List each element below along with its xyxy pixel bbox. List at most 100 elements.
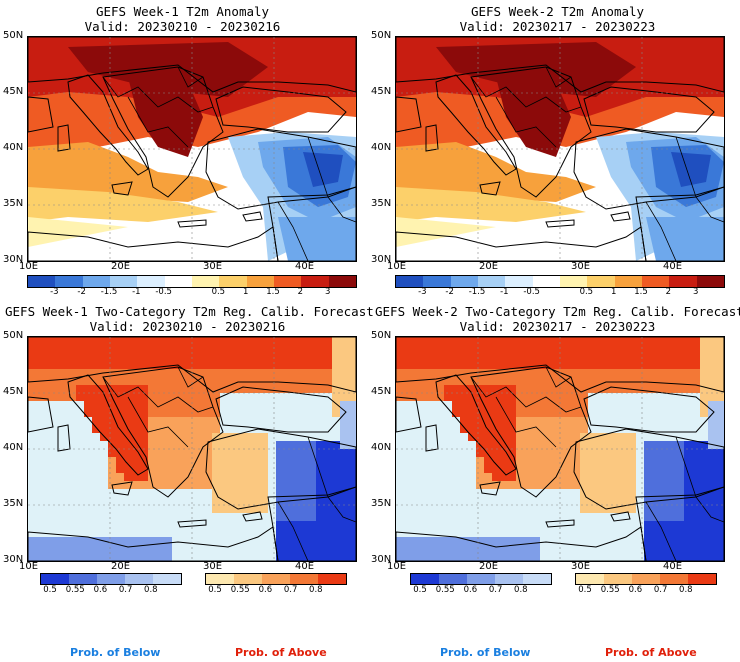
prob-cell bbox=[276, 465, 284, 473]
coastline-cyprus bbox=[242, 211, 263, 222]
prob-cell bbox=[548, 345, 556, 353]
prob-cell bbox=[276, 497, 284, 505]
prob-cell bbox=[172, 441, 180, 449]
prob-cell bbox=[556, 401, 564, 409]
prob-cell bbox=[84, 369, 92, 377]
prob-cell bbox=[676, 345, 684, 353]
prob-cell bbox=[708, 409, 716, 417]
prob-cell bbox=[332, 441, 340, 449]
prob-cell bbox=[276, 473, 284, 481]
anomaly-tick-1-0: -3 bbox=[418, 287, 427, 297]
prob-cell bbox=[652, 369, 660, 377]
prob-cell bbox=[68, 553, 76, 561]
prob-cell bbox=[100, 361, 108, 369]
prob-cell bbox=[188, 417, 196, 425]
prob-cell bbox=[660, 537, 668, 545]
prob-cell bbox=[516, 353, 524, 361]
prob-cell bbox=[140, 393, 148, 401]
prob-cell bbox=[228, 377, 236, 385]
prob-cell bbox=[596, 377, 604, 385]
lon-label-3-0: 10E bbox=[387, 561, 407, 572]
prob-cell bbox=[596, 449, 604, 457]
prob-cell bbox=[108, 353, 116, 361]
prob-cell bbox=[164, 417, 172, 425]
prob-cell bbox=[492, 337, 500, 345]
prob-cell bbox=[340, 449, 348, 457]
prob-cell bbox=[516, 425, 524, 433]
prob-tick-3-4: 0.8 bbox=[679, 585, 693, 595]
prob-cell bbox=[36, 361, 44, 369]
prob-cell bbox=[396, 385, 404, 393]
prob-cell bbox=[452, 369, 460, 377]
prob-cell bbox=[532, 417, 540, 425]
prob-cell bbox=[164, 393, 172, 401]
prob-cell bbox=[652, 441, 660, 449]
prob-cell bbox=[708, 361, 716, 369]
prob-cell bbox=[636, 345, 644, 353]
colorbar-swatch-0 bbox=[206, 574, 234, 584]
prob-cell bbox=[508, 361, 516, 369]
prob-cell bbox=[468, 377, 476, 385]
prob-cell bbox=[332, 497, 340, 505]
prob-cell bbox=[300, 337, 308, 345]
prob-cell bbox=[668, 489, 676, 497]
prob-cell bbox=[36, 337, 44, 345]
prob-cell bbox=[228, 489, 236, 497]
prob-cell bbox=[612, 337, 620, 345]
prob-cell bbox=[180, 361, 188, 369]
prob-cell bbox=[684, 529, 692, 537]
prob-cell bbox=[164, 337, 172, 345]
prob-cell bbox=[404, 553, 412, 561]
prob-cell bbox=[500, 545, 508, 553]
prob-cell bbox=[228, 505, 236, 513]
prob-cell bbox=[444, 345, 452, 353]
prob-cell bbox=[508, 409, 516, 417]
prob-tick-2-1: 0.55 bbox=[435, 585, 455, 595]
border-line-5 bbox=[695, 196, 724, 223]
prob-cell bbox=[628, 449, 636, 457]
prob-cell bbox=[684, 521, 692, 529]
prob-cell bbox=[276, 377, 284, 385]
prob-cell bbox=[644, 545, 652, 553]
prob-cell bbox=[588, 337, 596, 345]
prob-cell bbox=[532, 545, 540, 553]
prob-cell bbox=[268, 337, 276, 345]
prob-cell bbox=[628, 497, 636, 505]
prob-cell bbox=[348, 545, 356, 553]
prob-cell bbox=[340, 393, 348, 401]
border-line-4 bbox=[277, 201, 309, 261]
prob-cell bbox=[540, 393, 548, 401]
prob-cell bbox=[316, 545, 324, 553]
prob-cell bbox=[468, 401, 476, 409]
prob-cell bbox=[164, 449, 172, 457]
prob-cell bbox=[116, 553, 124, 561]
prob-cell bbox=[708, 529, 716, 537]
prob-cell bbox=[420, 553, 428, 561]
prob-cell bbox=[676, 361, 684, 369]
prob-cell bbox=[212, 369, 220, 377]
prob-cell bbox=[252, 473, 260, 481]
prob-cell bbox=[156, 337, 164, 345]
prob-cell bbox=[332, 505, 340, 513]
prob-cell bbox=[580, 481, 588, 489]
prob-cell bbox=[196, 377, 204, 385]
lon-label-1-0: 10E bbox=[387, 261, 407, 272]
prob-cell bbox=[220, 457, 228, 465]
prob-cell bbox=[100, 433, 108, 441]
prob-cell bbox=[716, 417, 724, 425]
prob-cell bbox=[108, 465, 116, 473]
prob-cell bbox=[532, 377, 540, 385]
prob-cell bbox=[676, 337, 684, 345]
prob-cell bbox=[444, 393, 452, 401]
prob-cell bbox=[348, 473, 356, 481]
prob-cell bbox=[676, 537, 684, 545]
prob-cell bbox=[524, 353, 532, 361]
prob-cell bbox=[684, 545, 692, 553]
prob-cell bbox=[60, 345, 68, 353]
prob-cell bbox=[484, 473, 492, 481]
anomaly-tick-1-5: 0.5 bbox=[579, 287, 594, 297]
colorbar-swatch-7 bbox=[587, 276, 615, 287]
prob-cell bbox=[540, 385, 548, 393]
prob-cell bbox=[452, 337, 460, 345]
prob-cell bbox=[500, 385, 508, 393]
